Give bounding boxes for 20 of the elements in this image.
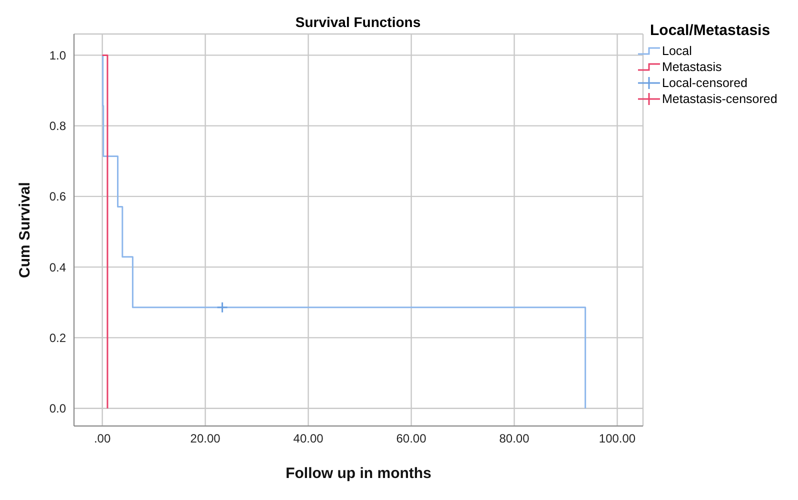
y-axis-title: Cum Survival [16, 182, 34, 278]
y-tick-label: 0.0 [49, 402, 66, 416]
x-tick-label: 80.00 [499, 432, 530, 446]
x-tick-label: .00 [94, 432, 111, 446]
y-tick-label: 0.8 [49, 119, 66, 134]
legend-label: Local [662, 44, 692, 58]
legend-label: Local-censored [662, 76, 748, 90]
y-tick-label: 0.2 [49, 330, 66, 345]
chart-title: Survival Functions [294, 14, 422, 30]
x-tick-label: 20.00 [190, 432, 221, 446]
y-tick-label: 0.4 [49, 260, 66, 274]
y-tick-label: 0.6 [49, 190, 66, 204]
legend-label: Metastasis [662, 60, 722, 74]
legend-label: Metastasis-censored [662, 92, 778, 106]
x-tick-label: 60.00 [396, 432, 427, 446]
legend-title: Local/Metastasis [650, 22, 772, 39]
x-tick-label: 100.00 [598, 432, 636, 446]
x-axis-title: Follow up in months [286, 465, 432, 482]
y-tick-label: 1.0 [49, 48, 66, 62]
x-tick-label: 40.00 [293, 432, 324, 446]
